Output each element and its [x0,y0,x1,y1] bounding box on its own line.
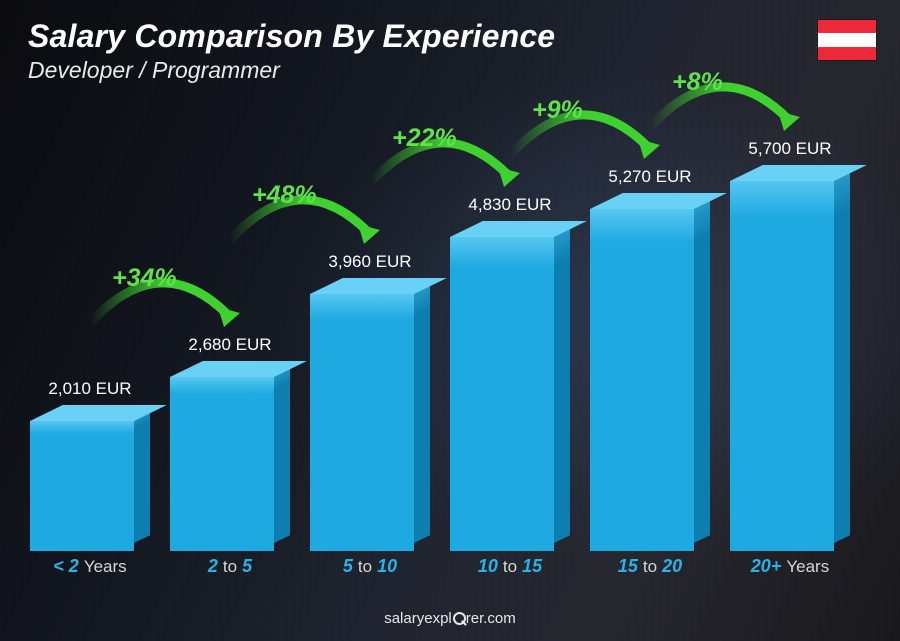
value-label: 2,680 EUR [146,335,314,355]
value-label: 3,960 EUR [286,252,454,272]
flag-stripe-top [818,20,876,33]
value-label: 5,270 EUR [566,167,734,187]
bar-front [730,181,834,551]
bar-side [274,361,290,543]
country-flag-austria [818,20,876,60]
bar-column: 2,680 EUR+34% [170,110,290,551]
bar-column: 2,010 EUR [30,110,150,551]
bar-front [590,209,694,551]
bar [310,294,430,551]
increase-pct-label: +22% [392,124,457,153]
increase-pct-label: +9% [532,96,583,125]
bar-front [450,237,554,551]
bar-side [134,405,150,543]
value-label: 2,010 EUR [6,379,174,399]
bar-side [694,193,710,543]
footer-attribution: salaryexpl rer.com [0,610,900,627]
x-axis-label: 10 to 15 [450,556,570,577]
page-title: Salary Comparison By Experience [28,18,555,55]
bar [590,209,710,551]
bar-column: 5,700 EUR+8% [730,110,850,551]
bar [730,181,850,551]
bar [170,377,290,551]
bars-container: 2,010 EUR2,680 EUR+34%3,960 EUR+48%4,830… [30,110,850,551]
value-label: 5,700 EUR [706,139,874,159]
bar-side [834,165,850,543]
bar-column: 5,270 EUR+9% [590,110,710,551]
value-label: 4,830 EUR [426,195,594,215]
x-axis-label: < 2 Years [30,556,150,577]
x-axis: < 2 Years 2 to 5 5 to 10 10 to 15 15 to 20 20… [30,556,850,577]
bar [30,421,150,551]
increase-pct-label: +48% [252,181,317,210]
increase-pct-label: +8% [672,68,723,97]
footer-text-prefix: salaryexpl [384,610,452,627]
salary-bar-chart: 2,010 EUR2,680 EUR+34%3,960 EUR+48%4,830… [30,110,850,577]
x-axis-label: 15 to 20 [590,556,710,577]
footer-text-suffix: rer.com [466,610,516,627]
flag-stripe-bot [818,47,876,60]
bar-front [310,294,414,551]
x-axis-label: 2 to 5 [170,556,290,577]
x-axis-label: 20+ Years [730,556,850,577]
bar-front [30,421,134,551]
x-axis-label: 5 to 10 [310,556,430,577]
bar-column: 4,830 EUR+22% [450,110,570,551]
bar [450,237,570,551]
bar-side [554,221,570,543]
flag-stripe-mid [818,33,876,46]
magnifier-icon [453,612,466,625]
page-subtitle: Developer / Programmer [28,57,555,84]
bar-side [414,278,430,543]
increase-pct-label: +34% [112,264,177,293]
bar-front [170,377,274,551]
header: Salary Comparison By Experience Develope… [28,18,555,84]
bar-column: 3,960 EUR+48% [310,110,430,551]
